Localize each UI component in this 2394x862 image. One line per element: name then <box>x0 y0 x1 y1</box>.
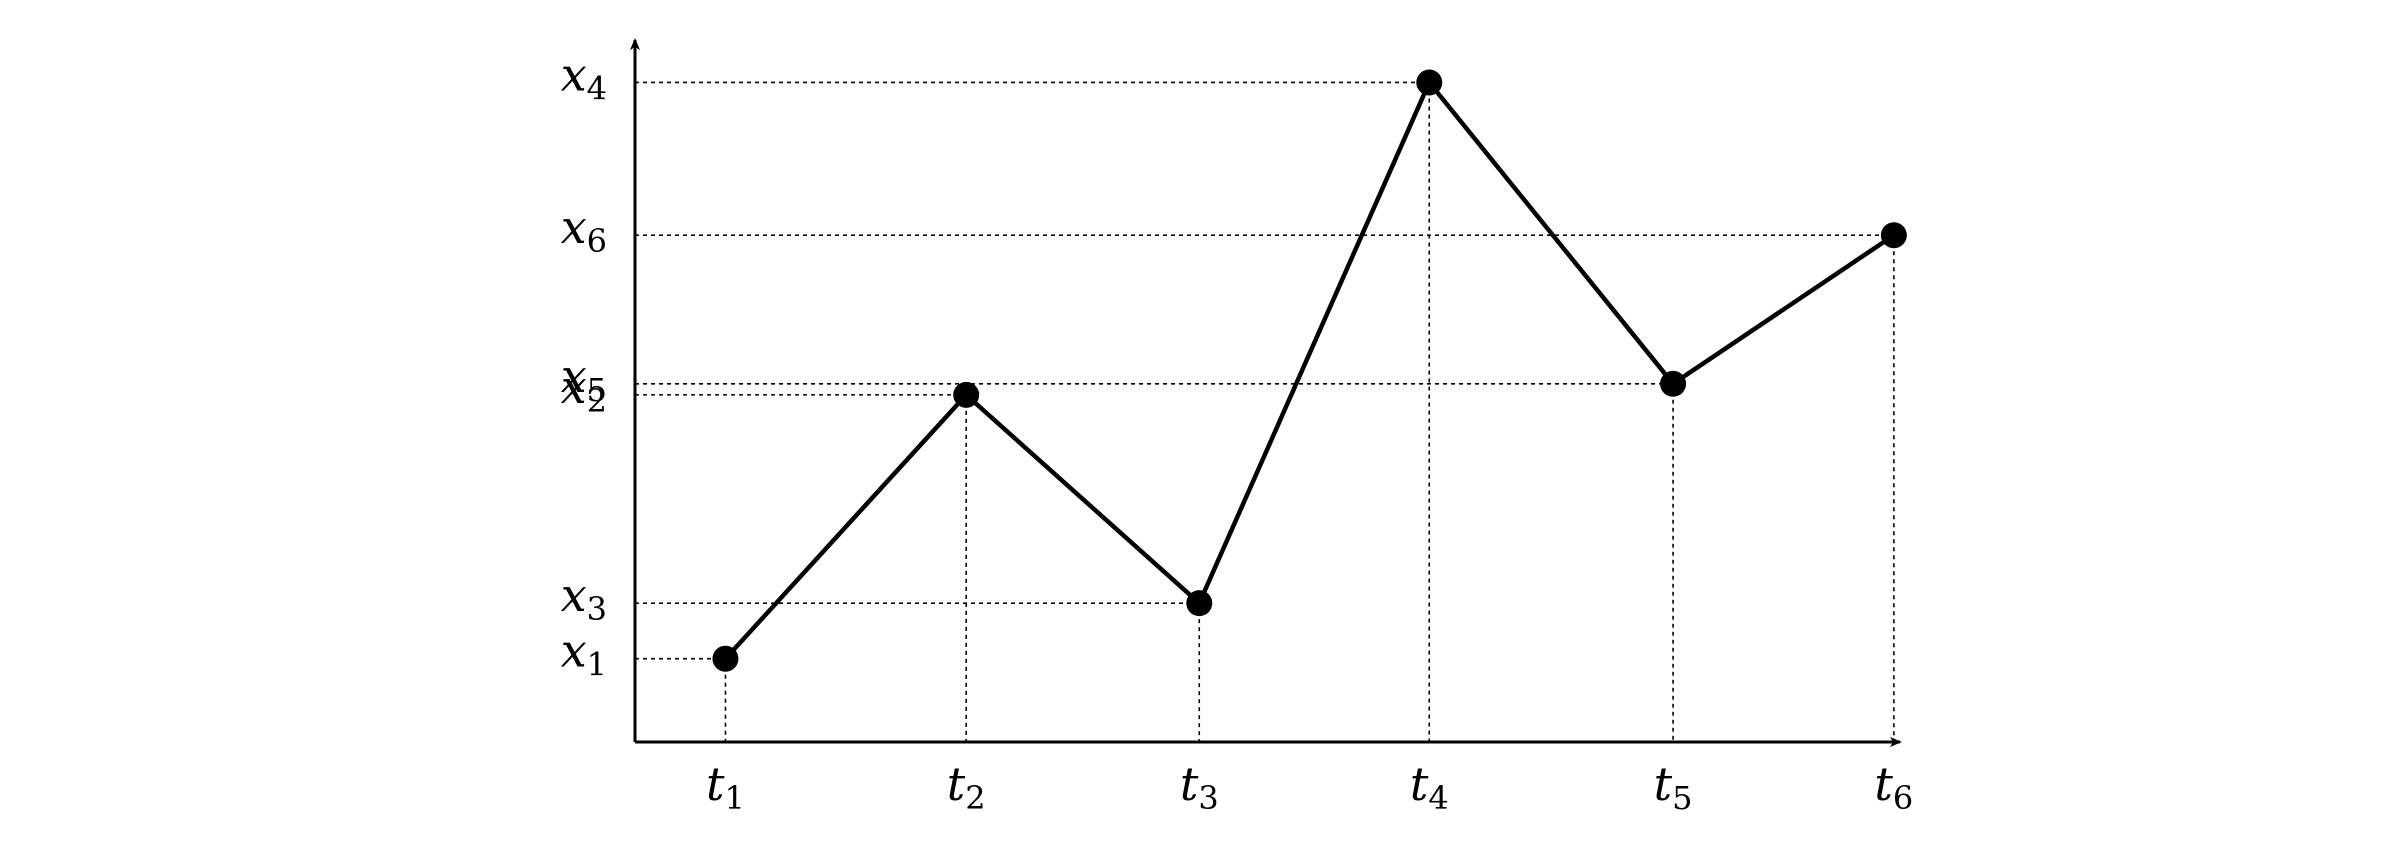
y-tick-labels: x1 x2 x3 x4 x5 x6 <box>561 47 607 683</box>
data-point-6 <box>1880 222 1907 249</box>
data-point-2 <box>953 381 980 408</box>
x-tick-label-t2: t2 <box>947 757 986 817</box>
axes <box>630 38 1902 747</box>
x-tick-label-t4: t4 <box>1410 757 1449 817</box>
series-line <box>723 80 1896 661</box>
x-tick-label-t3: t3 <box>1180 757 1219 817</box>
y-tick-label-x6: x6 <box>561 200 607 260</box>
y-tick-label-x5: x5 <box>561 349 607 409</box>
data-point-3 <box>1186 590 1213 617</box>
y-tick-label-x3: x3 <box>561 568 607 628</box>
data-point-5 <box>1660 370 1687 397</box>
y-tick-label-x4: x4 <box>561 47 607 107</box>
x-tick-label-t5: t5 <box>1654 757 1693 817</box>
y-tick-label-x2: x2 <box>561 360 607 420</box>
data-point-1 <box>712 645 739 672</box>
x-tick-label-t6: t6 <box>1874 757 1913 817</box>
data-markers <box>712 69 1907 672</box>
data-point-4 <box>1416 69 1443 96</box>
y-tick-label-x1: x1 <box>561 624 607 684</box>
x-tick-label-t1: t1 <box>706 757 745 817</box>
x-tick-labels: t1 t2 t3 t4 t5 t6 <box>706 757 1913 817</box>
guide-lines <box>635 81 1895 742</box>
